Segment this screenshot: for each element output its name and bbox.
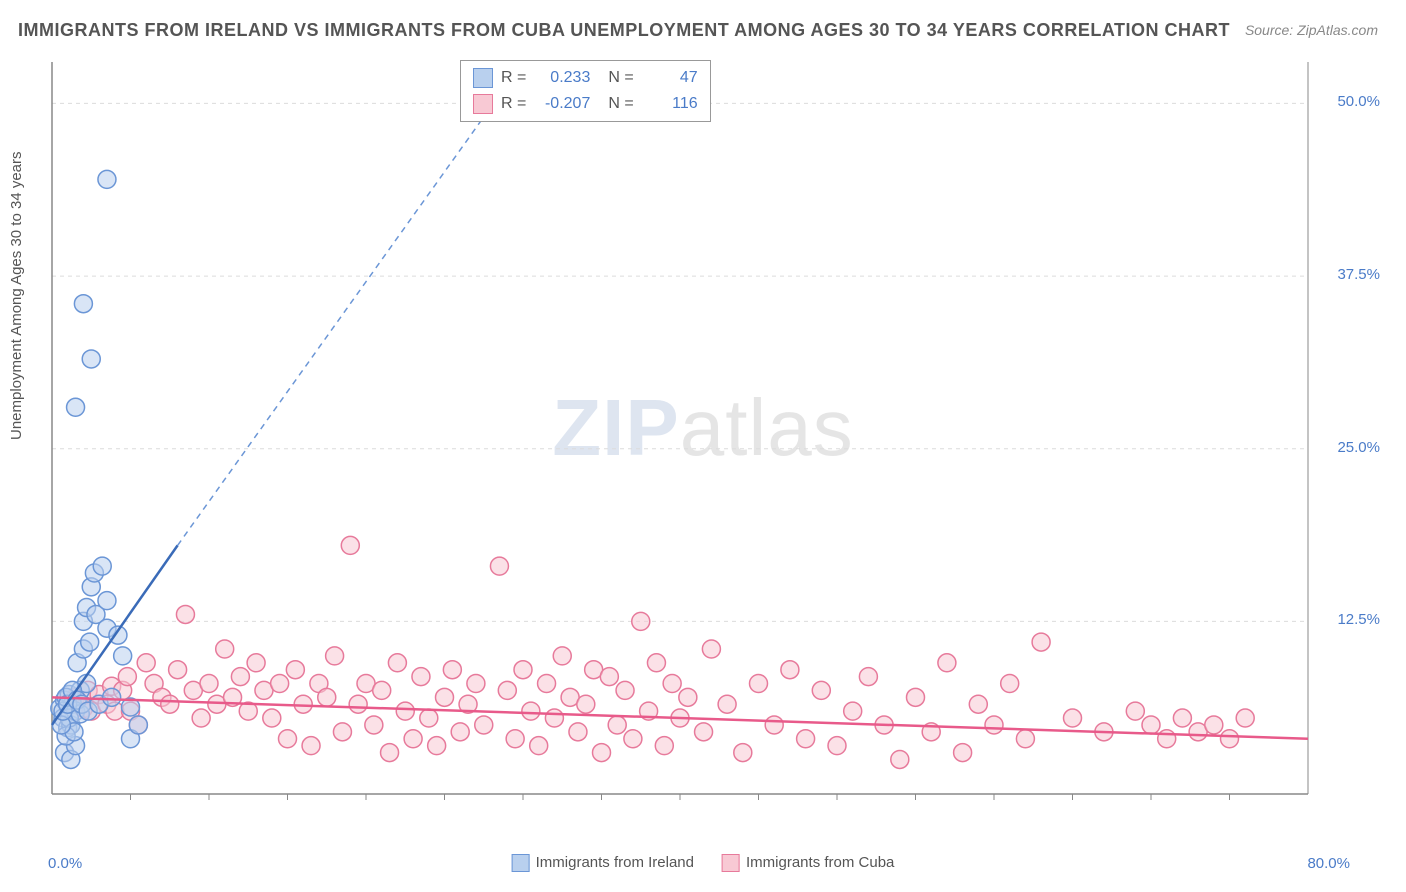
- y-axis-label: Unemployment Among Ages 30 to 34 years: [8, 151, 25, 440]
- y-tick-label: 12.5%: [1337, 611, 1380, 628]
- series-legend: Immigrants from Ireland Immigrants from C…: [512, 854, 895, 872]
- x-axis-max-label: 80.0%: [1307, 855, 1350, 872]
- y-tick-label: 37.5%: [1337, 266, 1380, 283]
- chart-title: IMMIGRANTS FROM IRELAND VS IMMIGRANTS FR…: [18, 20, 1230, 41]
- legend-swatch-icon: [473, 94, 493, 114]
- legend-swatch-icon: [512, 854, 530, 872]
- source-credit: Source: ZipAtlas.com: [1245, 22, 1378, 38]
- x-axis-min-label: 0.0%: [48, 855, 82, 872]
- correlation-legend-row: R =0.233N =47: [473, 65, 698, 91]
- correlation-legend: R =0.233N =47R =-0.207N =116: [460, 60, 711, 122]
- legend-swatch-icon: [473, 68, 493, 88]
- correlation-legend-row: R =-0.207N =116: [473, 91, 698, 117]
- y-tick-label: 25.0%: [1337, 439, 1380, 456]
- y-tick-label: 50.0%: [1337, 93, 1380, 110]
- legend-swatch-icon: [722, 854, 740, 872]
- legend-item: Immigrants from Ireland: [512, 854, 694, 872]
- legend-item: Immigrants from Cuba: [722, 854, 894, 872]
- plot-area: [48, 58, 1368, 828]
- scatter-chart: [48, 58, 1368, 828]
